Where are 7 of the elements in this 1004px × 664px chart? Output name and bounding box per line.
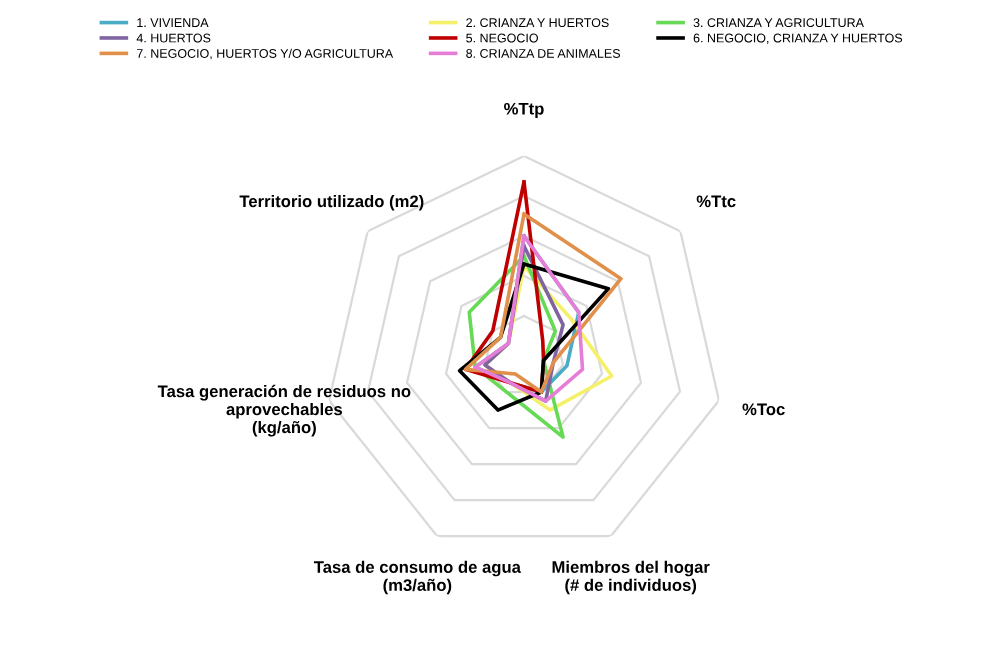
spoke-label: %Toc: [742, 403, 785, 416]
spoke-label: %Ttp: [504, 102, 544, 118]
spoke-label: Miembros del hogar (# de individuos): [552, 560, 710, 595]
spoke-label: Tasa de consumo de agua (m3/año): [313, 560, 522, 595]
spoke-label: %Ttc: [696, 195, 736, 208]
spoke-label: Tasa generación de residuos no aprovechables (kg/año): [157, 384, 411, 437]
spoke-label: Territorio utilizado (m2): [239, 194, 424, 211]
